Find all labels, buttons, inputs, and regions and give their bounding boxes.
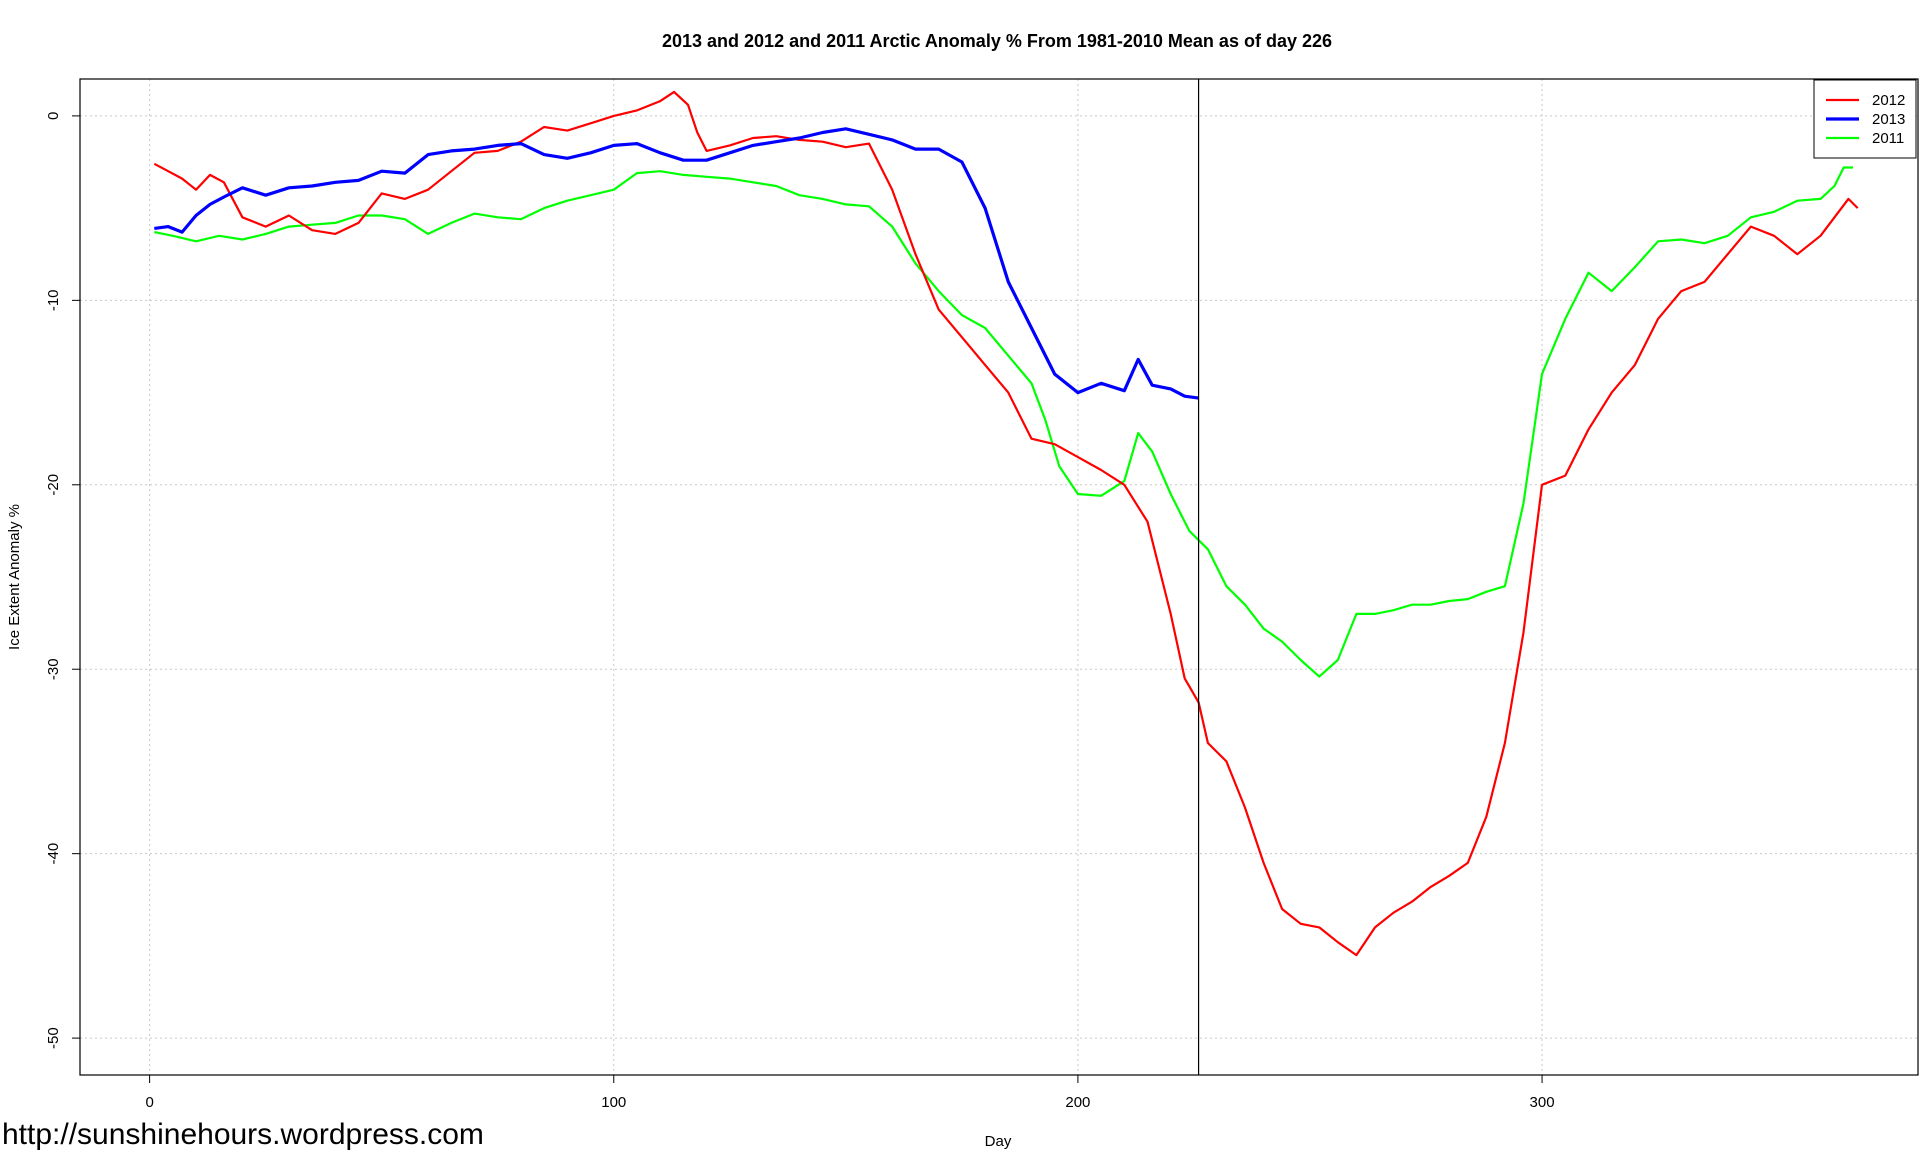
x-tick-label-1: 100 — [601, 1094, 626, 1111]
y-tick-label-2: -20 — [45, 474, 62, 496]
legend-label-2013: 2013 — [1872, 111, 1905, 128]
legend-label-2011: 2011 — [1872, 130, 1904, 147]
watermark-url: http://sunshinehours.wordpress.com — [2, 1118, 484, 1151]
plot-frame — [79, 78, 1919, 1076]
legend: 2012 2013 2011 — [1813, 79, 1917, 159]
x-tick-label-2: 200 — [1065, 1094, 1090, 1111]
chart-title: 2013 and 2012 and 2011 Arctic Anomaly % … — [662, 31, 1332, 51]
x-tick-label-3: 300 — [1530, 1094, 1555, 1111]
y-tick-label-4: -40 — [45, 843, 62, 865]
series-line-2013 — [154, 127, 1199, 400]
y-tick-label-3: -30 — [45, 658, 62, 680]
y-axis-label: Ice Extent Anomaly % — [6, 504, 23, 650]
y-tick-label-1: -10 — [45, 289, 62, 311]
series-lines — [153, 90, 1859, 957]
x-tick-label-0: 0 — [145, 1094, 153, 1111]
y-tick-label-0: 0 — [45, 112, 62, 120]
x-axis-label: Day — [985, 1133, 1012, 1150]
y-tick-label-5: -50 — [45, 1027, 62, 1049]
grid — [80, 79, 1918, 1075]
legend-label-2012: 2012 — [1872, 92, 1905, 109]
y-axis: 0 -10 -20 -30 -40 -50 — [45, 112, 81, 1049]
series-line-2012 — [153, 90, 1859, 957]
series-line-2011 — [154, 166, 1853, 678]
x-axis: 0 100 200 300 — [145, 1074, 1555, 1111]
